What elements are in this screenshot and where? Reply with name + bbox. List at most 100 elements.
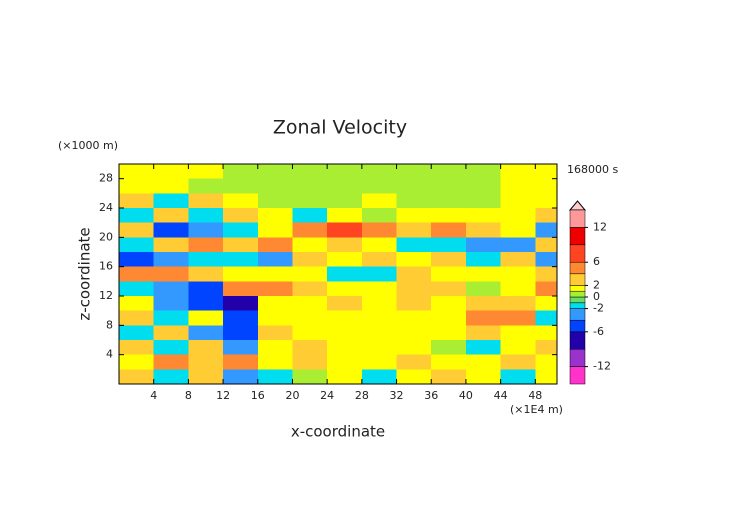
heat-cell (327, 266, 362, 282)
heat-cell (535, 164, 557, 179)
heat-cell (327, 208, 362, 223)
heat-cell (396, 296, 432, 311)
colorbar-tick-label: 0 (593, 290, 600, 303)
heat-cell (188, 164, 224, 179)
colorbar-swatch (569, 273, 586, 286)
heat-cell (431, 222, 466, 238)
heat-cell (500, 266, 536, 282)
heat-cell (327, 281, 362, 296)
heat-cell (396, 222, 432, 238)
y-tick-label: 12 (99, 289, 113, 302)
x-tick-label: 8 (185, 389, 192, 402)
heat-cell (535, 178, 557, 194)
heat-cell (535, 354, 557, 370)
heat-cell (361, 178, 397, 194)
heat-cell (465, 237, 501, 252)
heat-cell (535, 237, 557, 252)
heat-cell (361, 296, 397, 311)
heat-cell (431, 178, 466, 194)
heat-cell (292, 369, 328, 384)
heat-cell (119, 164, 154, 179)
colorbar-swatch (569, 290, 586, 298)
colorbar-swatch (569, 366, 586, 385)
heat-cell (396, 354, 432, 370)
heat-cell (327, 178, 362, 194)
x-tick-label: 16 (251, 389, 265, 402)
x-tick-label: 28 (355, 389, 369, 402)
heat-cell (257, 266, 293, 282)
heat-cell (188, 237, 224, 252)
heat-cell (292, 222, 328, 238)
heat-cell (431, 193, 466, 208)
heat-cell (465, 310, 501, 326)
heat-cell (535, 222, 557, 238)
heat-cell (465, 164, 501, 179)
heat-cell (188, 193, 224, 208)
heat-cell (431, 281, 466, 296)
heat-cell (188, 354, 224, 370)
heat-cell (188, 281, 224, 296)
heat-cell (361, 193, 397, 208)
colorbar-extend (568, 200, 587, 211)
heat-cell (465, 354, 501, 370)
heat-cell (292, 266, 328, 282)
heat-cell (431, 252, 466, 267)
heat-cell (153, 193, 189, 208)
colorbar-tick-label: -6 (593, 325, 604, 338)
heat-cell (465, 208, 501, 223)
heat-cell (257, 369, 293, 384)
heat-cell (535, 193, 557, 208)
heat-cell (500, 252, 536, 267)
heat-cell (500, 178, 536, 194)
heat-cell (361, 266, 397, 282)
heat-cell (465, 369, 501, 384)
heat-cell (188, 252, 224, 267)
y-unit: (×1000 m) (58, 139, 118, 152)
heat-cell (361, 340, 397, 355)
heat-cell (396, 193, 432, 208)
heat-cell (465, 252, 501, 267)
colorbar-swatch (569, 319, 586, 333)
heat-cell (465, 281, 501, 296)
heat-cell (361, 252, 397, 267)
y-tick-label: 28 (99, 172, 113, 185)
heat-cell (188, 340, 224, 355)
x-tick-label: 20 (285, 389, 299, 402)
heat-cell (153, 325, 189, 340)
heat-cell (292, 164, 328, 179)
heat-cell (223, 354, 258, 370)
y-tick-label: 4 (106, 348, 113, 361)
heat-cell (361, 281, 397, 296)
heat-cell (500, 325, 536, 340)
heat-cell (327, 369, 362, 384)
heat-cell (153, 208, 189, 223)
heat-cell (188, 178, 224, 194)
heat-cell (361, 310, 397, 326)
heat-cell (188, 310, 224, 326)
heat-cell (119, 266, 154, 282)
heat-cell (361, 369, 397, 384)
heat-cell (327, 222, 362, 238)
x-axis-title: x-coordinate (291, 423, 385, 441)
heat-cell (431, 325, 466, 340)
heat-cell (188, 222, 224, 238)
heat-cell (396, 325, 432, 340)
heat-cell (119, 310, 154, 326)
heat-cell (500, 281, 536, 296)
colorbar-swatch (569, 302, 586, 309)
heat-cell (119, 296, 154, 311)
heat-cell (292, 340, 328, 355)
heat-cell (361, 208, 397, 223)
heat-cell (535, 310, 557, 326)
heat-cell (431, 208, 466, 223)
x-tick-label: 48 (528, 389, 542, 402)
heat-cell (535, 281, 557, 296)
chart-title: Zonal Velocity (273, 117, 407, 139)
heat-cell (153, 296, 189, 311)
heat-cell (257, 178, 293, 194)
heat-cell (396, 237, 432, 252)
heat-cell (257, 325, 293, 340)
x-tick-label: 40 (459, 389, 473, 402)
heat-cell (292, 208, 328, 223)
